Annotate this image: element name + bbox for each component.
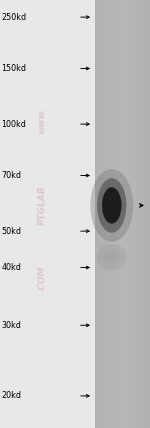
Bar xyxy=(118,0,119,428)
Bar xyxy=(115,0,116,428)
Bar xyxy=(142,0,143,428)
Bar xyxy=(99,0,100,428)
Bar xyxy=(107,0,108,428)
Bar xyxy=(120,0,121,428)
Text: .COM: .COM xyxy=(38,265,46,291)
Bar xyxy=(149,0,150,428)
Bar xyxy=(128,0,129,428)
Text: 50kd: 50kd xyxy=(2,226,21,236)
Text: 70kd: 70kd xyxy=(2,171,21,180)
Text: 40kd: 40kd xyxy=(2,263,21,272)
Bar xyxy=(131,0,132,428)
Ellipse shape xyxy=(97,178,126,233)
Text: 150kd: 150kd xyxy=(2,64,27,73)
Text: 30kd: 30kd xyxy=(2,321,21,330)
Bar xyxy=(126,0,127,428)
Text: 250kd: 250kd xyxy=(2,12,27,22)
Bar xyxy=(94,0,150,428)
Bar xyxy=(147,0,148,428)
Bar xyxy=(102,0,103,428)
Bar xyxy=(116,0,117,428)
Bar xyxy=(133,0,134,428)
Ellipse shape xyxy=(90,169,133,242)
Bar xyxy=(101,0,102,428)
Bar xyxy=(110,0,111,428)
Text: PTGLAB: PTGLAB xyxy=(38,186,46,225)
Bar xyxy=(127,0,128,428)
Bar xyxy=(125,0,126,428)
Text: 100kd: 100kd xyxy=(2,119,26,129)
Bar xyxy=(118,0,119,428)
Bar xyxy=(140,0,141,428)
Ellipse shape xyxy=(103,251,120,263)
Bar xyxy=(111,0,112,428)
Bar xyxy=(124,0,125,428)
Bar xyxy=(137,0,138,428)
Bar xyxy=(132,0,133,428)
Text: www.: www. xyxy=(38,106,46,134)
Bar xyxy=(121,0,122,428)
Bar xyxy=(136,0,137,428)
Bar xyxy=(130,0,131,428)
Bar xyxy=(108,0,109,428)
Bar xyxy=(122,0,123,428)
Bar xyxy=(117,0,118,428)
Bar xyxy=(129,0,130,428)
Bar xyxy=(123,0,124,428)
Ellipse shape xyxy=(97,244,127,270)
Bar xyxy=(144,0,145,428)
Bar xyxy=(100,0,101,428)
Bar xyxy=(145,0,146,428)
Bar xyxy=(138,0,139,428)
Bar xyxy=(143,0,144,428)
Bar xyxy=(135,0,136,428)
Bar xyxy=(134,0,135,428)
Bar xyxy=(104,0,105,428)
Bar xyxy=(146,0,147,428)
Bar xyxy=(95,0,96,428)
Bar xyxy=(113,0,114,428)
Bar xyxy=(97,0,98,428)
Bar xyxy=(103,0,104,428)
Text: 20kd: 20kd xyxy=(2,391,21,401)
Bar xyxy=(106,0,107,428)
Bar xyxy=(114,0,115,428)
Bar xyxy=(96,0,97,428)
Bar xyxy=(98,0,99,428)
Bar xyxy=(105,0,106,428)
Bar xyxy=(112,0,113,428)
Bar xyxy=(141,0,142,428)
Bar xyxy=(94,0,95,428)
Bar xyxy=(139,0,140,428)
Ellipse shape xyxy=(102,187,122,223)
Bar xyxy=(109,0,110,428)
Bar xyxy=(148,0,149,428)
Bar xyxy=(119,0,120,428)
